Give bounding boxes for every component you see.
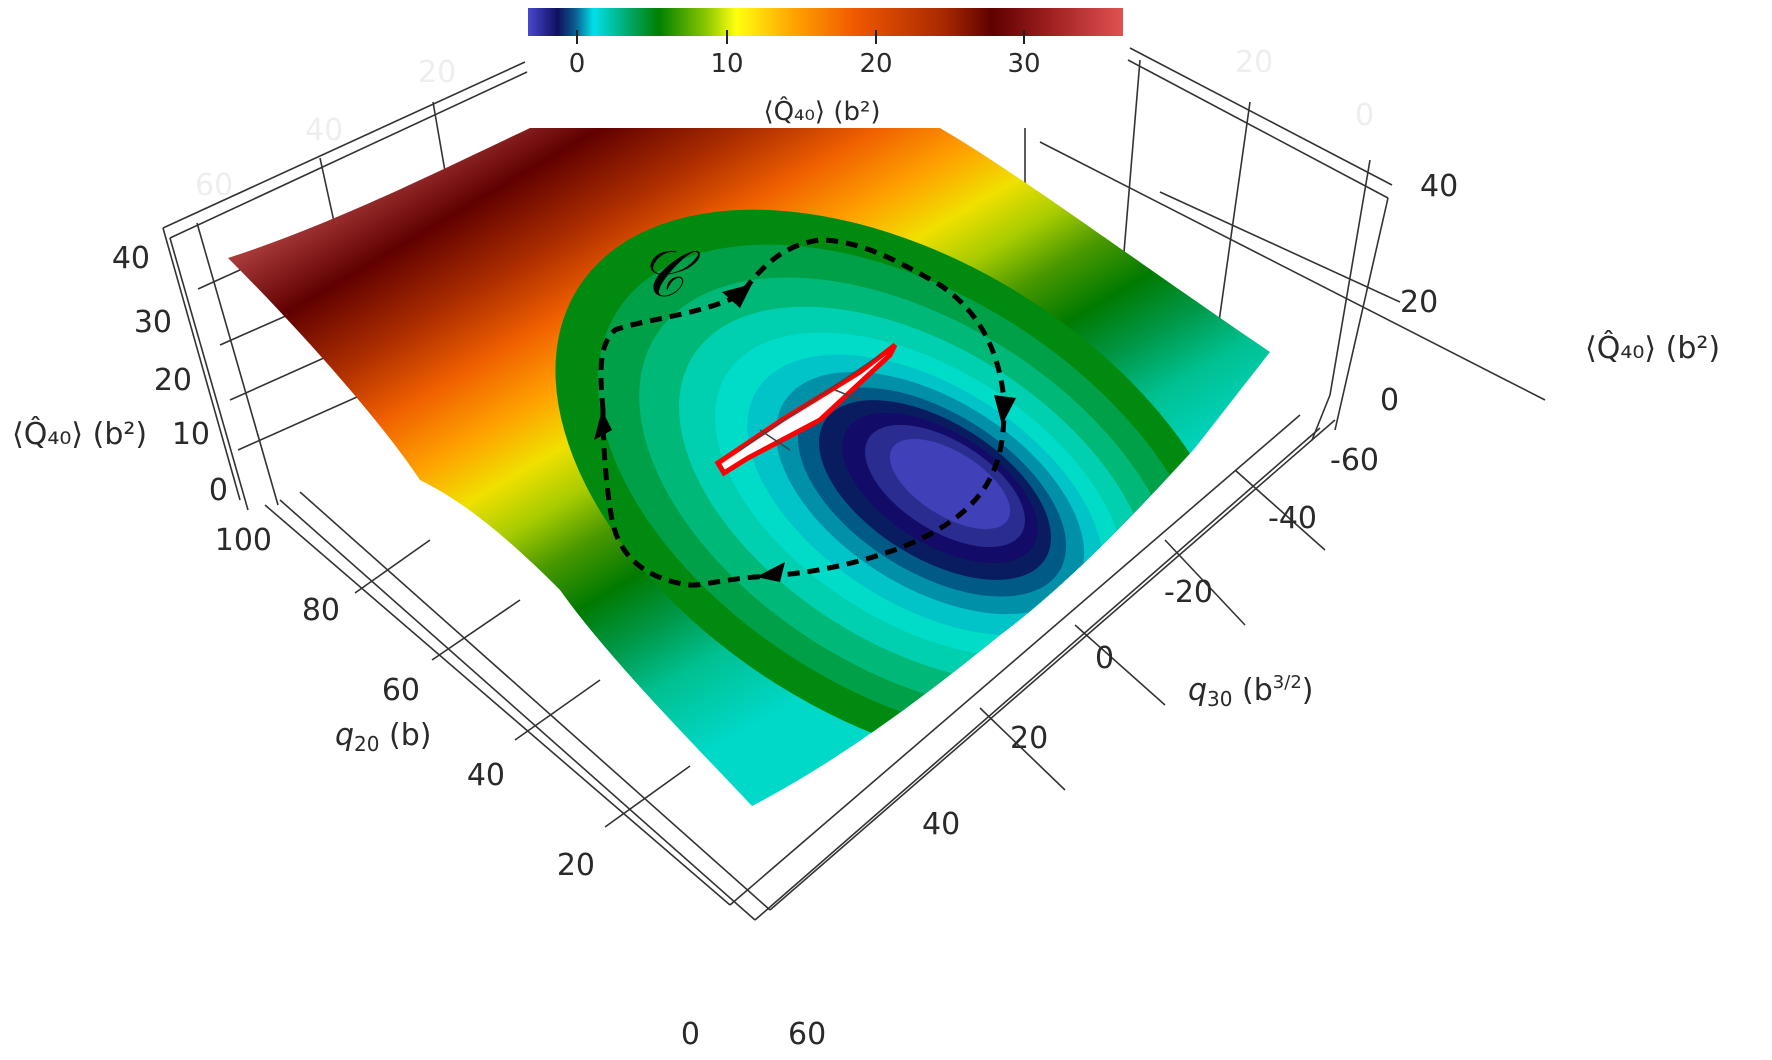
colorbar: 0 10 20 30 ⟨Q̂₄₀⟩ (b²)	[528, 8, 1123, 127]
tick: 20	[154, 363, 192, 398]
tick: 20	[1010, 721, 1048, 756]
colorbar-tick: 30	[1007, 49, 1040, 79]
tick: 0	[1095, 641, 1114, 676]
axis-title: q20 (b)	[335, 718, 432, 756]
colorbar-tick: 20	[859, 49, 892, 79]
colorbar-gradient	[528, 8, 1123, 36]
grid-floor	[264, 414, 1336, 921]
tick: -60	[1330, 443, 1379, 478]
axis-q30: -60 -40 -20 0 20 40 60 q30 (b3/2)	[788, 443, 1379, 1052]
tick: 40	[112, 241, 150, 276]
tick: 60	[788, 1017, 826, 1052]
back-tick: 20	[418, 55, 456, 90]
arrow-icon	[756, 562, 785, 582]
back-tick: 60	[195, 168, 233, 203]
colorbar-tick: 10	[710, 49, 743, 79]
tick: 30	[134, 305, 172, 340]
tick: 40	[1420, 169, 1458, 204]
tick: 80	[302, 593, 340, 628]
tick: 20	[1400, 285, 1438, 320]
surface	[228, 128, 1270, 806]
tick: 0	[681, 1017, 700, 1052]
tick: 40	[467, 758, 505, 793]
tick: 60	[382, 673, 420, 708]
back-tick: 40	[305, 113, 343, 148]
grid-back-right: 20 0	[1024, 45, 1546, 441]
hole-region	[714, 343, 898, 477]
tick: -40	[1268, 501, 1317, 536]
axis-title: ⟨Q̂₄₀⟩ (b²)	[12, 416, 147, 452]
back-tick: 0	[1355, 98, 1374, 133]
arrow-icon	[994, 395, 1016, 425]
tick: 0	[209, 473, 228, 508]
tick: 40	[922, 807, 960, 842]
colorbar-title: ⟨Q̂₄₀⟩ (b²)	[763, 95, 880, 127]
tick: -20	[1164, 575, 1213, 610]
axis-q20: 100 80 60 40 20 0 q20 (b)	[215, 523, 700, 1052]
axis-title: ⟨Q̂₄₀⟩ (b²)	[1585, 330, 1720, 366]
tick: 20	[557, 848, 595, 883]
colorbar-tick: 0	[569, 49, 586, 79]
arrow-icon	[722, 284, 752, 308]
tick: 0	[1380, 383, 1399, 418]
back-tick: 20	[1235, 45, 1273, 80]
tick: 100	[215, 523, 272, 558]
axis-title: q30 (b3/2)	[1188, 672, 1313, 711]
arrow-icon	[594, 410, 612, 440]
axis-q40-left: 40 30 20 10 0 ⟨Q̂₄₀⟩ (b²)	[12, 241, 228, 508]
tick: 10	[172, 417, 210, 452]
axis-q40-right: 40 20 0 ⟨Q̂₄₀⟩ (b²)	[1380, 169, 1720, 418]
